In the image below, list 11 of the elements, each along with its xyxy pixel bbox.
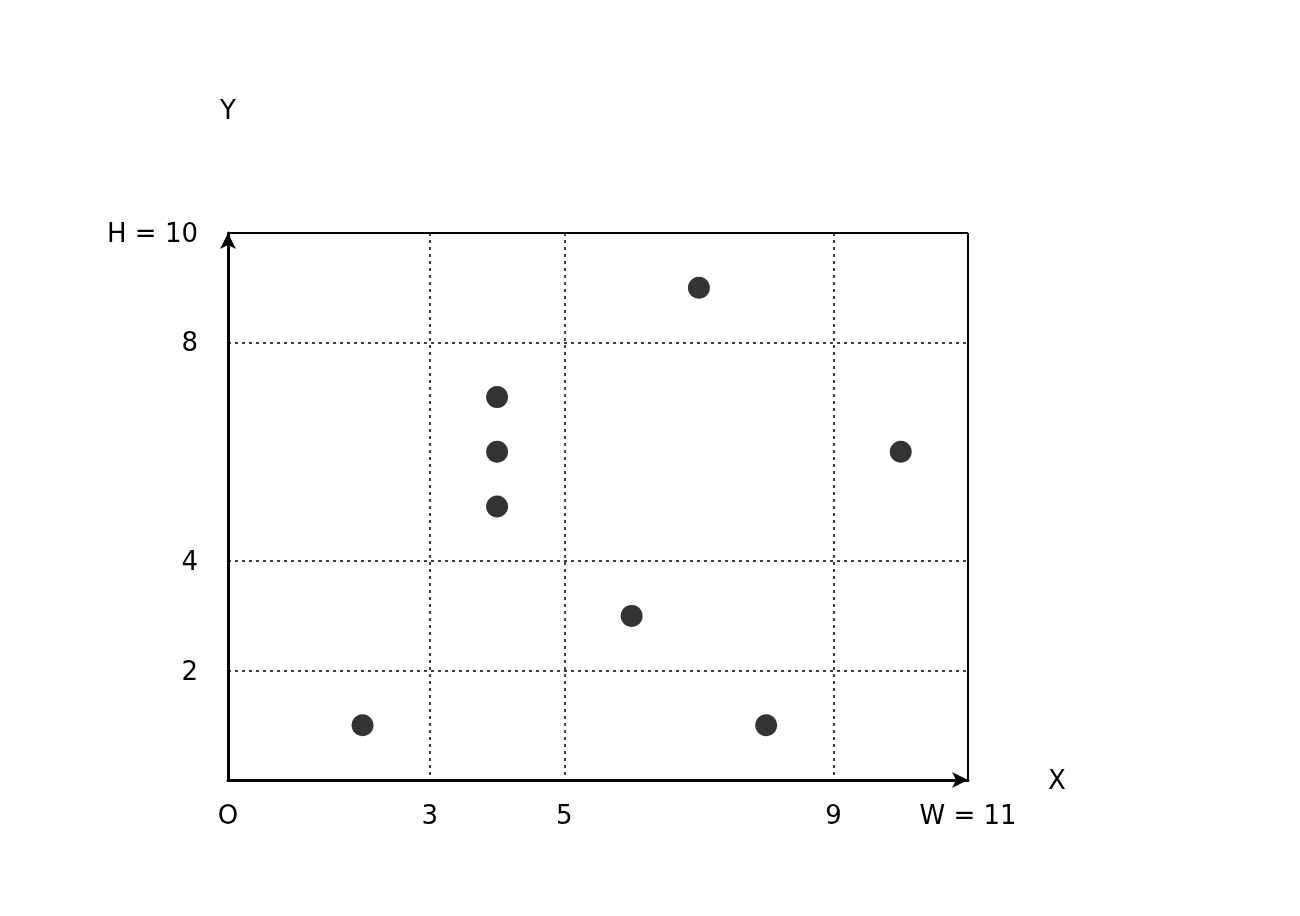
y-tick-label: 4: [181, 546, 198, 577]
x-tick-label: 3: [421, 800, 439, 830]
y-tick-label: 8: [181, 327, 198, 358]
y-axis-title: Y: [219, 95, 237, 125]
x-tick-label: 9: [825, 800, 842, 830]
x-tick-label: 5: [556, 800, 573, 830]
x-axis-title: X: [1048, 765, 1066, 795]
x-tick-label: W = 11: [919, 800, 1017, 830]
x-tick-label: O: [217, 800, 239, 830]
y-tick-label: 2: [181, 655, 198, 686]
y-tick-label: H = 10: [107, 218, 198, 248]
